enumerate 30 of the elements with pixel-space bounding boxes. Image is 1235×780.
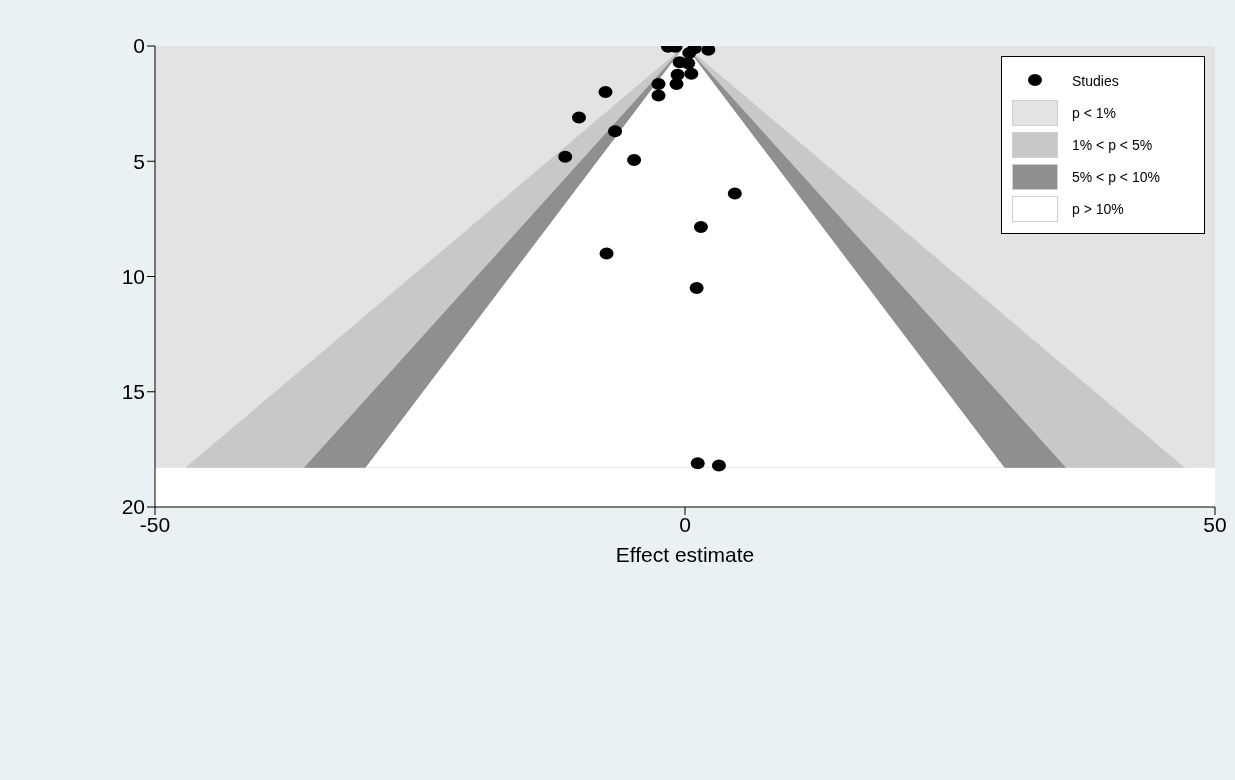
band-label: p < 1% bbox=[1072, 105, 1116, 121]
point bbox=[627, 154, 642, 167]
y-tick-label: 10 bbox=[121, 264, 145, 288]
legend-label: p > 10% bbox=[1072, 201, 1124, 217]
point bbox=[599, 247, 614, 260]
point bbox=[572, 111, 586, 124]
point bbox=[689, 282, 704, 295]
point bbox=[693, 220, 708, 233]
point bbox=[651, 89, 666, 102]
point bbox=[684, 67, 699, 80]
legend-label: Studies bbox=[1072, 73, 1119, 89]
point bbox=[681, 57, 696, 70]
point bbox=[690, 457, 705, 470]
point bbox=[558, 150, 573, 163]
y-tick-label: 5 bbox=[133, 149, 145, 173]
point bbox=[682, 46, 697, 59]
point bbox=[608, 125, 623, 138]
point bbox=[711, 459, 726, 472]
y-tick-label: 0 bbox=[133, 34, 145, 58]
point bbox=[598, 86, 613, 99]
x-tick-label: 50 bbox=[1203, 512, 1227, 536]
legend-label: 1% < p < 5% bbox=[1072, 137, 1153, 153]
legend-label: 5% < p < 10% bbox=[1072, 169, 1160, 185]
point bbox=[651, 78, 666, 91]
x-axis-title: Effect estimate bbox=[615, 543, 755, 566]
point bbox=[727, 187, 742, 200]
y-tick-label: 15 bbox=[121, 380, 145, 404]
y-tick-label: 20 bbox=[121, 495, 145, 519]
x-tick-label: 0 bbox=[679, 512, 691, 536]
point bbox=[669, 78, 684, 91]
